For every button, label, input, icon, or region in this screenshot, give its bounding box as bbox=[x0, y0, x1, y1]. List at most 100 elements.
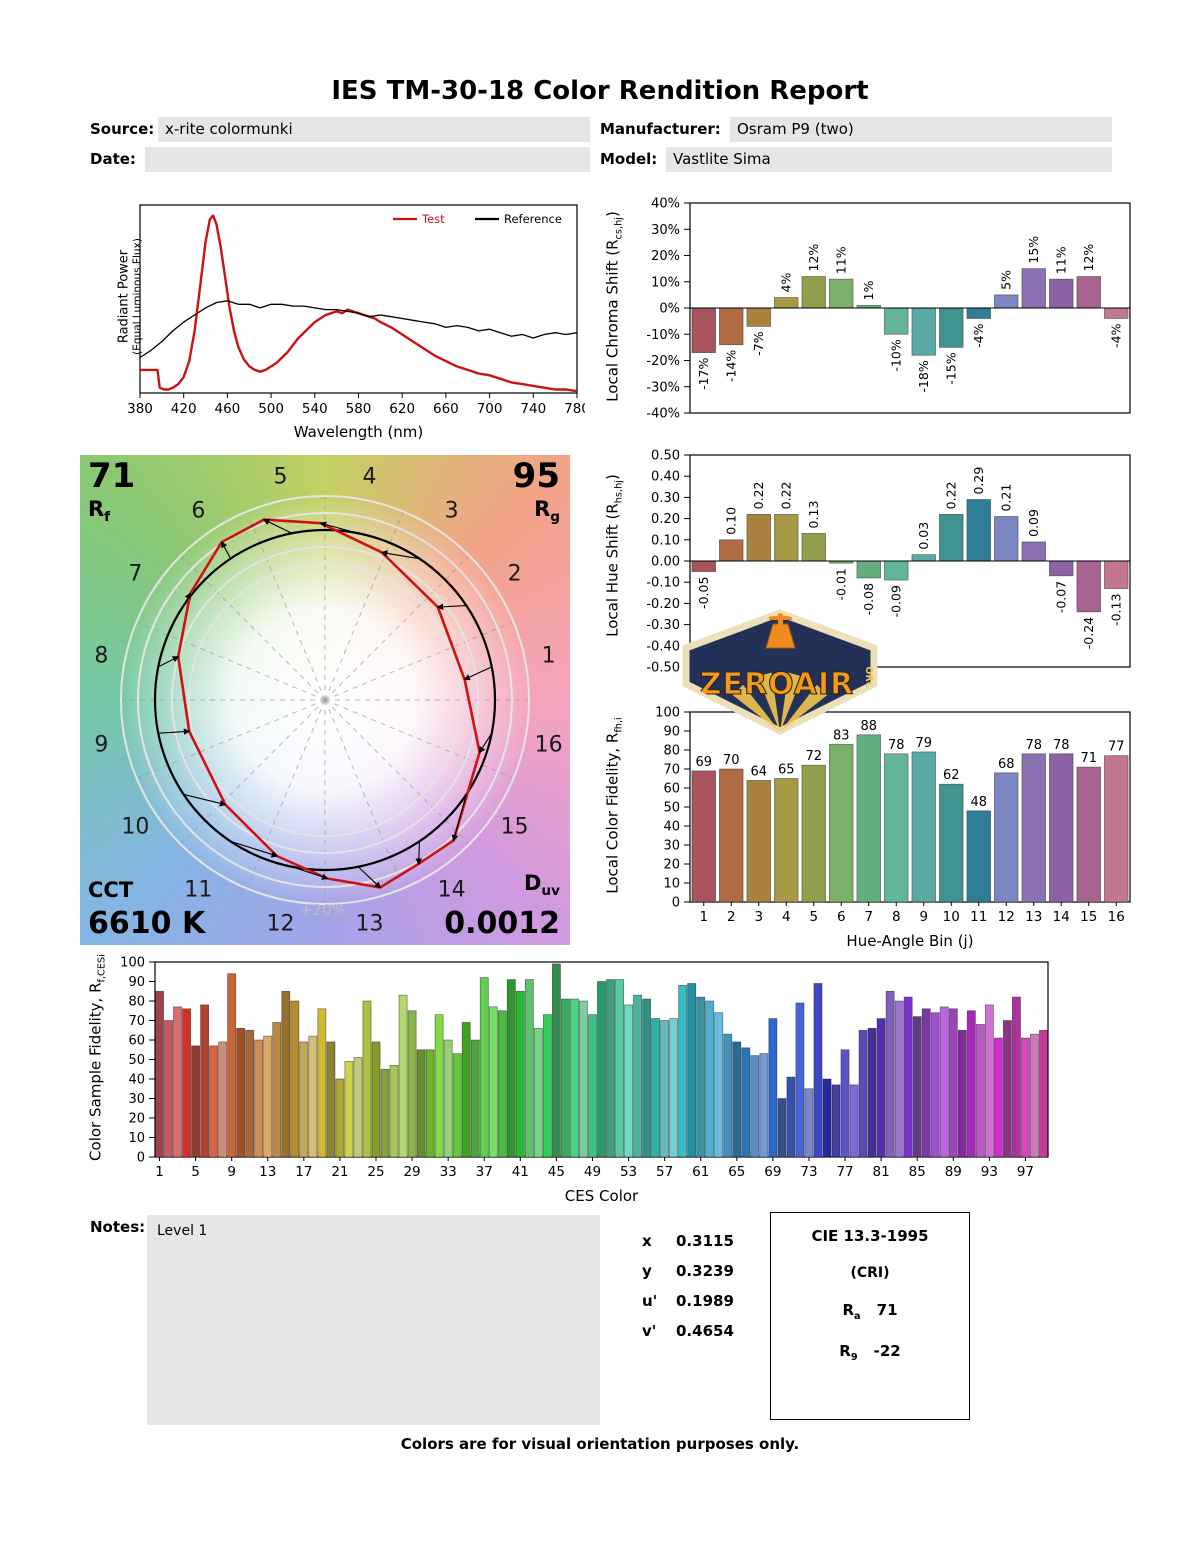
svg-text:37: 37 bbox=[476, 1164, 493, 1180]
svg-text:-10%: -10% bbox=[888, 339, 903, 371]
cri-box: CIE 13.3-1995 (CRI) Ra 71 R9 -22 bbox=[770, 1212, 970, 1420]
svg-text:-0.30: -0.30 bbox=[646, 618, 680, 633]
svg-text:500: 500 bbox=[258, 401, 284, 417]
ra-row: Ra 71 bbox=[842, 1301, 898, 1322]
svg-text:93: 93 bbox=[981, 1164, 998, 1180]
svg-text:Hue-Angle Bin (j): Hue-Angle Bin (j) bbox=[846, 932, 973, 950]
svg-text:57: 57 bbox=[656, 1164, 673, 1180]
svg-text:11%: 11% bbox=[833, 246, 848, 274]
svg-text:79: 79 bbox=[915, 736, 932, 751]
svg-text:ORG: ORG bbox=[863, 666, 874, 689]
duv-label: Duv bbox=[523, 871, 560, 900]
svg-text:620: 620 bbox=[389, 401, 415, 417]
manufacturer-label: Manufacturer: bbox=[600, 120, 721, 138]
cct-value: 6610 K bbox=[88, 906, 206, 941]
svg-text:45: 45 bbox=[548, 1164, 565, 1180]
svg-text:5: 5 bbox=[809, 909, 818, 925]
svg-text:-0.01: -0.01 bbox=[833, 568, 848, 600]
svg-text:420: 420 bbox=[171, 401, 197, 417]
svg-text:78: 78 bbox=[1025, 738, 1042, 753]
svg-text:-10%: -10% bbox=[646, 328, 680, 343]
zeroair-logo: ZEROAIR ORG bbox=[682, 609, 878, 735]
svg-text:-0.50: -0.50 bbox=[646, 661, 680, 676]
report-title: IES TM-30-18 Color Rendition Report bbox=[331, 76, 869, 106]
svg-text:Reference: Reference bbox=[504, 212, 562, 226]
svg-text:72: 72 bbox=[805, 749, 822, 764]
svg-text:90: 90 bbox=[663, 725, 680, 740]
svg-text:0%: 0% bbox=[659, 302, 680, 317]
svg-text:0.22: 0.22 bbox=[778, 482, 793, 510]
spd-ylabel-line2: (Equal Luminous Flux) bbox=[131, 238, 144, 355]
svg-text:14: 14 bbox=[438, 878, 466, 903]
ces-ylabel: Color Sample Fidelity, Rf,CESi bbox=[86, 954, 108, 1161]
chromaticity-row-y: y 0.3239 bbox=[642, 1262, 734, 1280]
svg-text:8: 8 bbox=[892, 909, 901, 925]
svg-text:50: 50 bbox=[128, 1053, 145, 1068]
svg-text:12%: 12% bbox=[1081, 244, 1096, 272]
notes-label: Notes: bbox=[90, 1218, 146, 1236]
svg-text:33: 33 bbox=[440, 1164, 457, 1180]
model-value-field: Vastlite Sima bbox=[666, 147, 1112, 172]
date-label: Date: bbox=[90, 150, 136, 168]
svg-text:3: 3 bbox=[445, 498, 459, 523]
svg-text:40: 40 bbox=[128, 1073, 145, 1088]
svg-text:0.10: 0.10 bbox=[723, 507, 738, 535]
svg-text:61: 61 bbox=[692, 1164, 709, 1180]
svg-text:10: 10 bbox=[663, 877, 680, 892]
svg-text:70: 70 bbox=[663, 763, 680, 778]
svg-text:0.22: 0.22 bbox=[751, 482, 766, 510]
r9-row: R9 -22 bbox=[839, 1342, 901, 1363]
svg-text:88: 88 bbox=[860, 719, 877, 734]
svg-text:0.21: 0.21 bbox=[998, 484, 1013, 512]
svg-text:12: 12 bbox=[998, 909, 1015, 925]
svg-text:13: 13 bbox=[355, 912, 383, 937]
rf-label: Rf bbox=[88, 497, 111, 526]
svg-text:-0.07: -0.07 bbox=[1053, 581, 1068, 613]
svg-text:100: 100 bbox=[655, 706, 680, 721]
cri-title: CIE 13.3-1995 bbox=[811, 1227, 929, 1245]
cct-label: CCT bbox=[88, 878, 134, 902]
svg-text:10: 10 bbox=[121, 815, 149, 840]
svg-text:11: 11 bbox=[970, 909, 987, 925]
rf-value: 71 bbox=[88, 456, 136, 496]
svg-text:6: 6 bbox=[837, 909, 846, 925]
svg-text:0.13: 0.13 bbox=[806, 501, 821, 529]
svg-text:0.30: 0.30 bbox=[651, 491, 680, 506]
svg-text:Test: Test bbox=[421, 212, 445, 226]
svg-text:5: 5 bbox=[274, 464, 288, 489]
svg-text:-0.40: -0.40 bbox=[646, 639, 680, 654]
svg-text:83: 83 bbox=[833, 728, 850, 743]
manufacturer-value-field: Osram P9 (two) bbox=[730, 117, 1112, 142]
svg-text:85: 85 bbox=[909, 1164, 926, 1180]
svg-text:0: 0 bbox=[137, 1151, 145, 1166]
chromaticity-panel: x 0.3115 y 0.3239 u' 0.1989 v' 0.4654 bbox=[642, 1232, 734, 1352]
svg-text:-17%: -17% bbox=[696, 358, 711, 390]
svg-text:0.40: 0.40 bbox=[651, 470, 680, 485]
rg-label: Rg bbox=[534, 497, 560, 526]
fidelity-ylabel: Local Color Fidelity, Rfh,i bbox=[603, 717, 625, 894]
svg-text:10: 10 bbox=[943, 909, 960, 925]
svg-text:20: 20 bbox=[663, 858, 680, 873]
svg-text:17: 17 bbox=[295, 1164, 312, 1180]
date-value-field bbox=[145, 147, 590, 172]
svg-text:65: 65 bbox=[778, 763, 795, 778]
svg-text:78: 78 bbox=[888, 738, 905, 753]
svg-text:77: 77 bbox=[836, 1164, 853, 1180]
svg-text:-7%: -7% bbox=[751, 331, 766, 355]
svg-text:20: 20 bbox=[128, 1112, 145, 1127]
svg-text:100: 100 bbox=[120, 956, 145, 971]
svg-text:81: 81 bbox=[873, 1164, 890, 1180]
svg-text:-0.09: -0.09 bbox=[888, 585, 903, 617]
svg-text:660: 660 bbox=[433, 401, 459, 417]
source-label: Source: bbox=[90, 120, 155, 138]
svg-text:68: 68 bbox=[998, 757, 1015, 772]
svg-text:1%: 1% bbox=[861, 280, 876, 300]
svg-text:64: 64 bbox=[750, 764, 767, 779]
svg-text:65: 65 bbox=[728, 1164, 745, 1180]
svg-text:0.09: 0.09 bbox=[1026, 509, 1041, 537]
svg-text:16: 16 bbox=[535, 732, 563, 757]
svg-text:12%: 12% bbox=[806, 244, 821, 272]
svg-text:0.03: 0.03 bbox=[916, 522, 931, 550]
